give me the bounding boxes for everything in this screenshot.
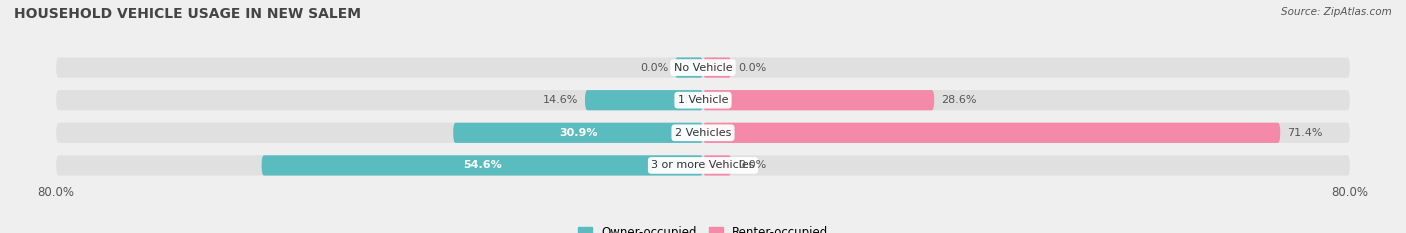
FancyBboxPatch shape <box>262 155 703 175</box>
Text: No Vehicle: No Vehicle <box>673 63 733 72</box>
FancyBboxPatch shape <box>675 58 703 78</box>
Text: 0.0%: 0.0% <box>640 63 668 72</box>
Text: HOUSEHOLD VEHICLE USAGE IN NEW SALEM: HOUSEHOLD VEHICLE USAGE IN NEW SALEM <box>14 7 361 21</box>
Text: 0.0%: 0.0% <box>738 161 766 170</box>
FancyBboxPatch shape <box>56 58 1350 78</box>
FancyBboxPatch shape <box>56 155 1350 175</box>
Text: Source: ZipAtlas.com: Source: ZipAtlas.com <box>1281 7 1392 17</box>
FancyBboxPatch shape <box>453 123 703 143</box>
FancyBboxPatch shape <box>56 123 1350 143</box>
Text: 1 Vehicle: 1 Vehicle <box>678 95 728 105</box>
Text: 28.6%: 28.6% <box>941 95 976 105</box>
Text: 71.4%: 71.4% <box>1286 128 1322 138</box>
FancyBboxPatch shape <box>703 123 1281 143</box>
FancyBboxPatch shape <box>703 58 731 78</box>
FancyBboxPatch shape <box>56 90 1350 110</box>
Text: 0.0%: 0.0% <box>738 63 766 72</box>
Text: 3 or more Vehicles: 3 or more Vehicles <box>651 161 755 170</box>
Text: 2 Vehicles: 2 Vehicles <box>675 128 731 138</box>
Text: 30.9%: 30.9% <box>558 128 598 138</box>
Text: 54.6%: 54.6% <box>463 161 502 170</box>
FancyBboxPatch shape <box>703 90 934 110</box>
FancyBboxPatch shape <box>703 155 731 175</box>
Text: 14.6%: 14.6% <box>543 95 578 105</box>
FancyBboxPatch shape <box>585 90 703 110</box>
Legend: Owner-occupied, Renter-occupied: Owner-occupied, Renter-occupied <box>572 221 834 233</box>
